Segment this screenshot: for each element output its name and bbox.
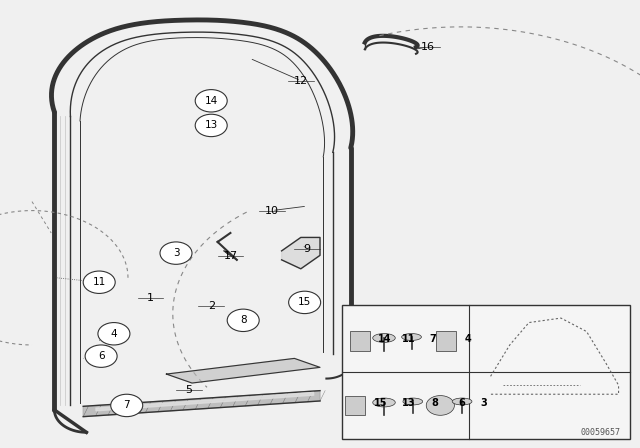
Bar <box>350 331 369 351</box>
Text: 4: 4 <box>465 334 471 344</box>
Text: 6: 6 <box>459 398 465 409</box>
Circle shape <box>289 291 321 314</box>
Circle shape <box>111 394 143 417</box>
Circle shape <box>426 396 454 415</box>
Polygon shape <box>166 358 320 383</box>
Text: 5: 5 <box>186 385 192 395</box>
Text: 8: 8 <box>431 398 438 409</box>
Ellipse shape <box>402 333 421 340</box>
Text: 9: 9 <box>303 244 311 254</box>
Ellipse shape <box>452 398 472 405</box>
Ellipse shape <box>372 333 396 342</box>
Text: 14: 14 <box>378 334 392 344</box>
Circle shape <box>227 309 259 332</box>
Text: 2: 2 <box>207 301 215 310</box>
Text: 13: 13 <box>403 398 416 409</box>
Bar <box>342 305 630 439</box>
Bar <box>346 396 365 415</box>
Text: 10: 10 <box>265 206 279 215</box>
Polygon shape <box>83 391 320 417</box>
Text: 00059657: 00059657 <box>581 428 621 437</box>
Ellipse shape <box>372 398 396 407</box>
Text: 4: 4 <box>111 329 117 339</box>
Circle shape <box>85 345 117 367</box>
Text: 15: 15 <box>374 398 387 409</box>
Text: 6: 6 <box>98 351 104 361</box>
Text: 17: 17 <box>223 251 237 261</box>
Circle shape <box>83 271 115 293</box>
Text: 7: 7 <box>430 334 436 344</box>
Circle shape <box>160 242 192 264</box>
Text: 11: 11 <box>403 334 416 344</box>
Polygon shape <box>282 237 320 269</box>
Text: 8: 8 <box>240 315 246 325</box>
Text: 12: 12 <box>294 76 308 86</box>
Text: 15: 15 <box>298 297 311 307</box>
Text: 3: 3 <box>481 398 487 409</box>
Text: 7: 7 <box>124 401 130 410</box>
Ellipse shape <box>403 398 422 405</box>
Text: 14: 14 <box>205 96 218 106</box>
Text: 11: 11 <box>93 277 106 287</box>
Circle shape <box>98 323 130 345</box>
Text: 1: 1 <box>147 293 154 303</box>
Circle shape <box>195 90 227 112</box>
Text: 16: 16 <box>420 42 435 52</box>
Bar <box>436 331 456 351</box>
Circle shape <box>195 114 227 137</box>
Text: 13: 13 <box>205 121 218 130</box>
Text: 3: 3 <box>173 248 179 258</box>
Polygon shape <box>96 392 314 411</box>
